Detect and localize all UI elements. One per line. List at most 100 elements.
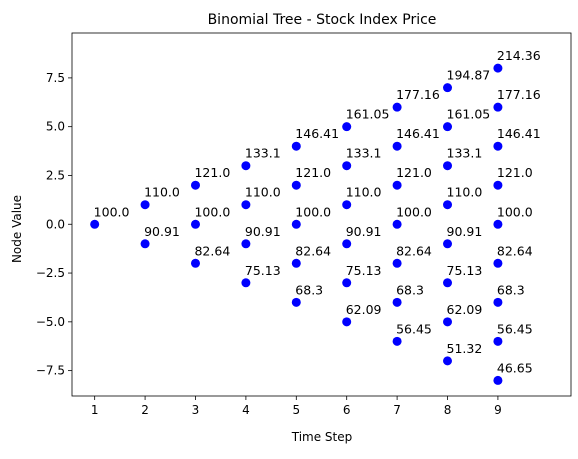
y-axis-ticks: −7.5 −5.0 −2.5 0.0 2.5 5.0 7.5 [36,71,72,378]
data-label: 133.1 [245,146,281,161]
data-point [392,102,402,112]
data-label: 121.0 [497,165,533,180]
data-point [493,219,503,229]
data-point [493,297,503,307]
data-label: 110.0 [346,185,382,200]
data-point [291,219,301,229]
data-label: 56.45 [396,321,432,336]
plot-area [71,32,572,397]
data-point [190,180,200,190]
data-label: 82.64 [295,243,331,258]
data-point [241,278,251,288]
y-tick-label: −5.0 [36,315,65,329]
data-label: 133.1 [346,146,382,161]
data-label: 90.91 [346,224,382,239]
data-point [291,141,301,151]
data-label: 68.3 [295,282,323,297]
data-label: 68.3 [396,282,424,297]
data-point [241,161,251,171]
data-point [443,200,453,210]
data-label: 214.36 [497,48,541,63]
x-tick-label: 5 [292,403,300,417]
x-axis-label: Time Step [291,430,353,444]
data-point [392,180,402,190]
data-point [392,297,402,307]
data-label: 110.0 [144,185,180,200]
data-point [392,258,402,268]
x-tick-label: 2 [141,403,149,417]
y-tick-label: −7.5 [36,364,65,378]
data-label: 100.0 [396,204,432,219]
data-point [493,375,503,385]
data-label: 121.0 [295,165,331,180]
data-point [392,141,402,151]
data-labels: 100.0 110.0 90.91 121.0 100.0 82.64 133.1 110.0… [94,48,541,375]
data-point [241,239,251,249]
x-tick-label: 3 [192,403,200,417]
data-label: 56.45 [497,321,533,336]
y-tick-label: 5.0 [46,120,65,134]
data-point [493,180,503,190]
x-tick-label: 7 [393,403,401,417]
data-point [190,219,200,229]
data-point [342,122,352,132]
data-label: 110.0 [245,185,281,200]
data-point [342,161,352,171]
data-point [342,239,352,249]
data-label: 121.0 [194,165,230,180]
data-point [291,297,301,307]
plot-frame [71,32,572,397]
data-label: 90.91 [144,224,180,239]
data-label: 161.05 [346,107,390,122]
x-tick-label: 8 [444,403,452,417]
data-point [140,200,150,210]
y-tick-label: 0.0 [46,217,65,231]
data-label: 146.41 [396,126,440,141]
data-point [493,141,503,151]
data-point [392,219,402,229]
data-point [443,356,453,366]
y-axis-label: Node Value [10,195,24,263]
data-label: 146.41 [295,126,339,141]
x-tick-label: 1 [91,403,99,417]
y-tick-label: −2.5 [36,266,65,280]
data-point [493,102,503,112]
data-label: 82.64 [497,243,533,258]
data-label: 100.0 [295,204,331,219]
data-point [90,219,100,229]
y-tick-label: 7.5 [46,71,65,85]
data-label: 82.64 [396,243,432,258]
x-tick-label: 4 [242,403,250,417]
data-point [443,161,453,171]
data-point [291,180,301,190]
data-point [241,200,251,210]
data-label: 51.32 [447,341,483,356]
data-label: 121.0 [396,165,432,180]
data-label: 146.41 [497,126,541,141]
data-label: 46.65 [497,360,533,375]
data-point [443,122,453,132]
data-label: 75.13 [346,263,382,278]
data-point [443,278,453,288]
data-label: 75.13 [245,263,281,278]
data-point [342,200,352,210]
y-tick-label: 2.5 [46,168,65,182]
data-label: 100.0 [497,204,533,219]
data-label: 90.91 [245,224,281,239]
data-label: 82.64 [194,243,230,258]
data-point [342,317,352,327]
data-label: 161.05 [447,107,491,122]
data-label: 177.16 [396,87,440,102]
data-label: 194.87 [447,68,491,83]
data-label: 100.0 [194,204,230,219]
data-point [443,317,453,327]
data-label: 110.0 [447,185,483,200]
data-point [493,258,503,268]
data-point [443,239,453,249]
x-axis-ticks: 1 2 3 4 5 6 7 8 9 [91,396,502,417]
data-point [443,83,453,93]
x-tick-label: 6 [343,403,351,417]
x-tick-label: 9 [494,403,502,417]
data-label: 68.3 [497,282,525,297]
